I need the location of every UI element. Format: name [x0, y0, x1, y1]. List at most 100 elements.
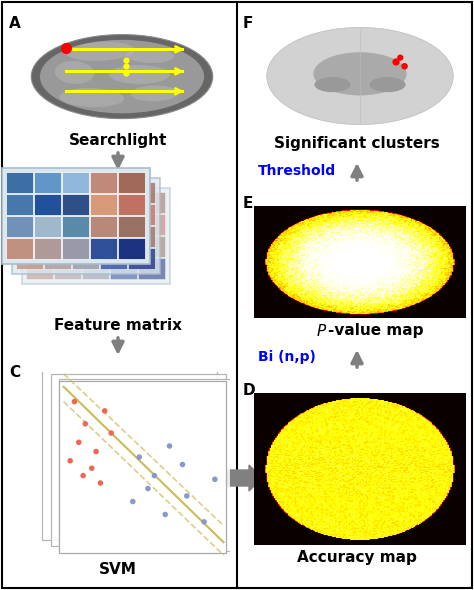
Point: [396, 53, 404, 63]
Bar: [138, 258, 165, 279]
Point: [101, 406, 109, 415]
Bar: [26, 236, 53, 257]
Point: [88, 464, 96, 473]
Point: [151, 471, 158, 480]
Bar: [128, 182, 155, 203]
Bar: [118, 238, 145, 259]
Point: [183, 491, 191, 501]
Point: [136, 453, 143, 462]
Bar: [72, 204, 99, 225]
Text: Searchlight: Searchlight: [69, 133, 167, 148]
Bar: [34, 216, 61, 237]
Ellipse shape: [59, 88, 124, 107]
Ellipse shape: [131, 86, 178, 101]
Text: Bi (n,p): Bi (n,p): [258, 350, 316, 364]
Bar: [138, 192, 165, 213]
Bar: [54, 258, 81, 279]
Bar: [54, 236, 81, 257]
FancyArrow shape: [217, 465, 262, 491]
Bar: [110, 192, 137, 213]
Bar: [44, 204, 71, 225]
Bar: [6, 194, 33, 215]
Ellipse shape: [267, 27, 453, 124]
Text: Threshold: Threshold: [258, 164, 336, 178]
Bar: [6, 238, 33, 259]
Point: [144, 484, 152, 493]
Bar: [34, 172, 61, 193]
Text: E: E: [243, 196, 254, 211]
Bar: [26, 214, 53, 235]
Bar: [22, 188, 170, 284]
Bar: [2, 168, 150, 264]
Bar: [100, 226, 127, 247]
Bar: [90, 238, 117, 259]
Bar: [128, 226, 155, 247]
Point: [211, 474, 219, 484]
Point: [66, 456, 74, 466]
Bar: [118, 216, 145, 237]
Point: [71, 397, 78, 407]
Bar: [42, 368, 217, 540]
Bar: [128, 248, 155, 269]
Bar: [62, 172, 89, 193]
Text: B: B: [9, 180, 21, 195]
Point: [82, 419, 89, 428]
Bar: [59, 381, 226, 553]
Bar: [138, 236, 165, 257]
Text: F: F: [243, 16, 254, 31]
Bar: [6, 172, 33, 193]
Bar: [90, 216, 117, 237]
Point: [392, 57, 400, 67]
Bar: [118, 194, 145, 215]
Bar: [34, 238, 61, 259]
Ellipse shape: [40, 40, 204, 113]
Bar: [90, 172, 117, 193]
Bar: [16, 248, 43, 269]
Point: [129, 497, 137, 506]
Bar: [6, 216, 33, 237]
Text: -value map: -value map: [328, 323, 423, 338]
Ellipse shape: [31, 35, 213, 119]
Bar: [12, 178, 160, 274]
Bar: [62, 216, 89, 237]
Bar: [16, 204, 43, 225]
Bar: [90, 194, 117, 215]
Ellipse shape: [66, 42, 135, 61]
Bar: [100, 248, 127, 269]
Point: [92, 447, 100, 456]
Ellipse shape: [370, 77, 406, 92]
Bar: [138, 214, 165, 235]
Bar: [26, 258, 53, 279]
Text: Feature matrix: Feature matrix: [54, 318, 182, 333]
Bar: [82, 192, 109, 213]
Bar: [72, 248, 99, 269]
Ellipse shape: [314, 77, 350, 92]
Bar: [128, 204, 155, 225]
Bar: [59, 379, 234, 552]
Point: [108, 428, 115, 438]
Bar: [51, 374, 226, 546]
Bar: [110, 258, 137, 279]
Text: D: D: [243, 383, 255, 398]
Point: [166, 441, 173, 451]
Text: Significant clusters: Significant clusters: [274, 136, 440, 151]
Bar: [118, 172, 145, 193]
Point: [75, 438, 82, 447]
Bar: [82, 214, 109, 235]
Text: SVM: SVM: [99, 562, 137, 577]
Bar: [62, 238, 89, 259]
Bar: [44, 248, 71, 269]
Text: Accuracy map: Accuracy map: [297, 550, 417, 565]
Bar: [82, 258, 109, 279]
Point: [162, 510, 169, 519]
Bar: [44, 182, 71, 203]
Point: [79, 471, 87, 480]
Bar: [54, 214, 81, 235]
Bar: [34, 194, 61, 215]
Bar: [110, 214, 137, 235]
Bar: [100, 204, 127, 225]
Bar: [16, 182, 43, 203]
Ellipse shape: [55, 61, 94, 84]
Point: [401, 61, 408, 71]
Bar: [82, 236, 109, 257]
